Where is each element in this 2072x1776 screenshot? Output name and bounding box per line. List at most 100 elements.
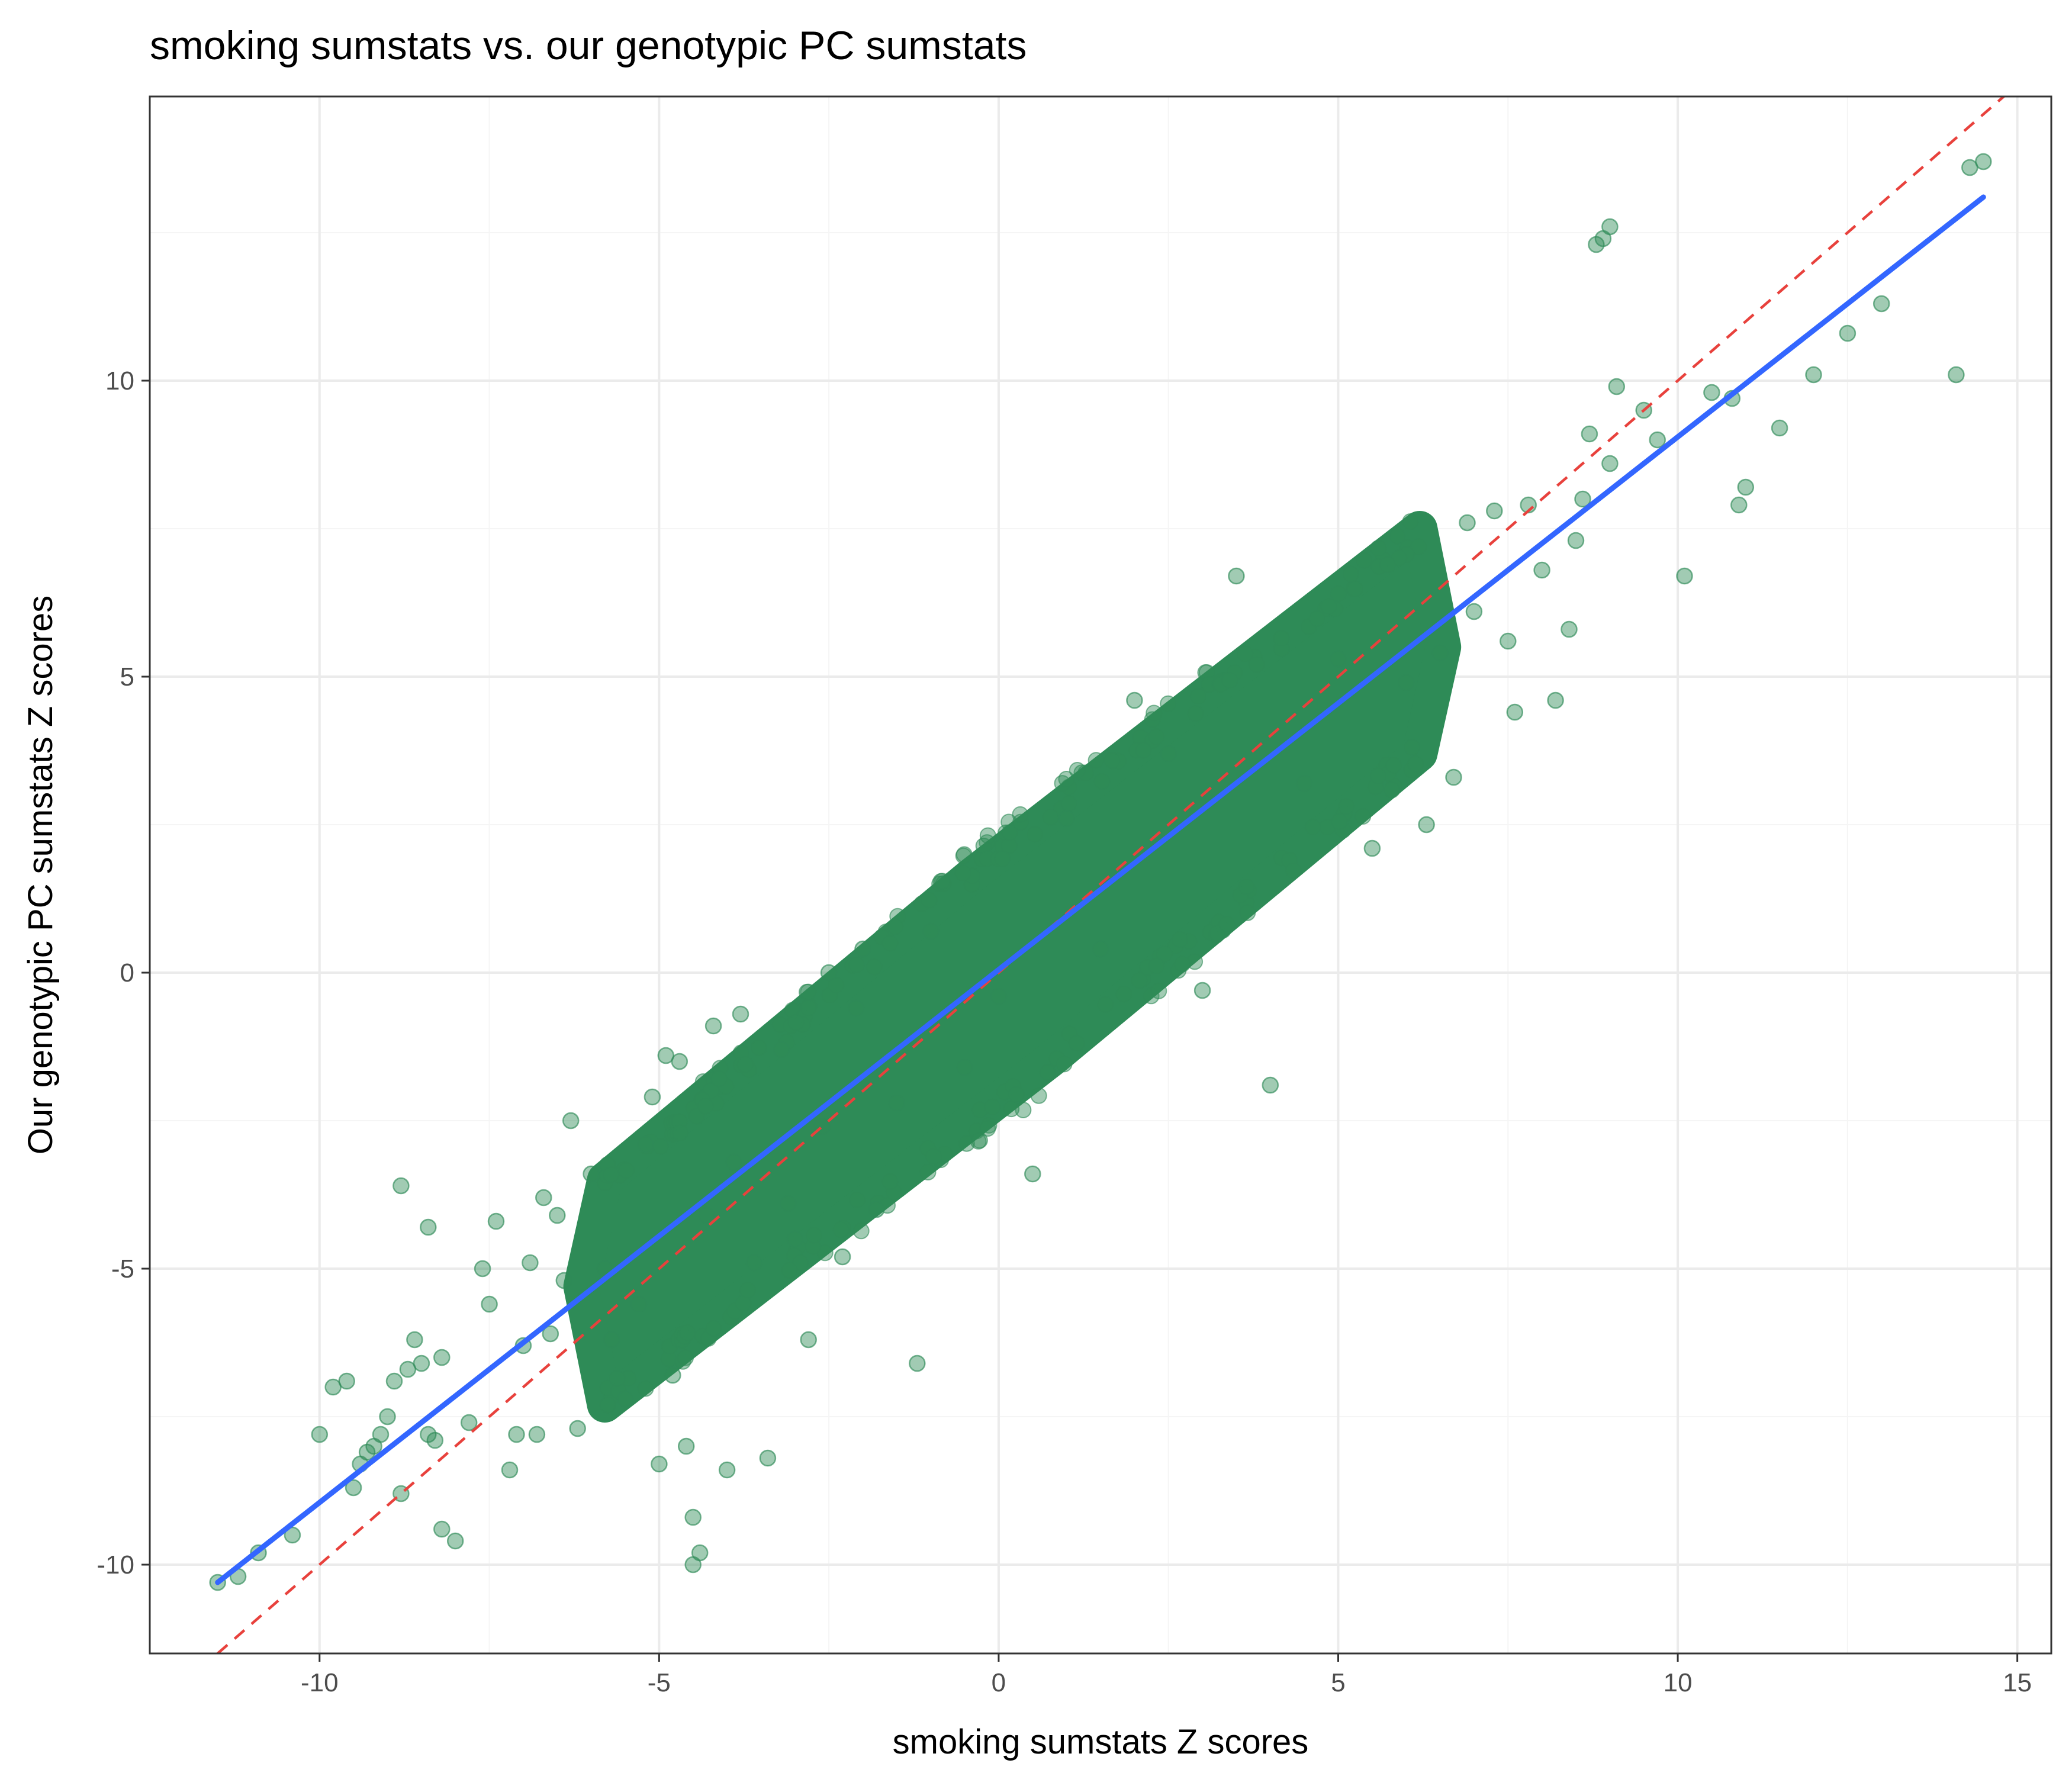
fringe-point — [787, 1014, 805, 1031]
fringe-point — [832, 1221, 850, 1238]
scatter-point — [1561, 620, 1578, 638]
fringe-point — [1187, 705, 1204, 722]
fringe-point — [781, 1262, 798, 1279]
scatter-point — [528, 1426, 546, 1443]
scatter-point — [1567, 532, 1585, 549]
scatter-point — [413, 1354, 430, 1372]
scatter-point — [677, 1437, 695, 1455]
fringe-point — [1027, 826, 1043, 843]
fringe-point — [1370, 540, 1387, 556]
scatter-point — [1676, 567, 1693, 585]
fringe-point — [1093, 773, 1111, 790]
y-tick-label: -5 — [111, 1254, 134, 1283]
scatter-point — [1730, 496, 1748, 514]
fringe-point — [679, 1324, 696, 1341]
scatter-point — [1608, 378, 1626, 395]
fringe-point — [998, 824, 1014, 841]
scatter-point — [338, 1372, 355, 1390]
fringe-point — [603, 1166, 620, 1183]
scatter-point — [691, 1544, 709, 1562]
fringe-point — [652, 1138, 669, 1155]
scatter-point — [433, 1349, 451, 1366]
fringe-point — [736, 1056, 754, 1073]
fringe-point — [1404, 739, 1421, 756]
scatter-point — [671, 1053, 688, 1070]
fringe-point — [1148, 728, 1165, 745]
scatter-point — [909, 1354, 926, 1372]
scatter-point — [1872, 295, 1890, 313]
scatter-point — [1092, 940, 1109, 958]
fringe-point — [1402, 513, 1419, 530]
scatter-point — [718, 1461, 736, 1479]
scatter-point — [1703, 384, 1720, 401]
fringe-point — [1128, 742, 1146, 759]
fringe-point — [697, 1098, 714, 1115]
fringe-point — [1218, 916, 1236, 932]
scatter-point — [1500, 632, 1517, 650]
fringe-point — [1135, 742, 1152, 759]
fringe-point — [873, 929, 890, 945]
fringe-point — [1160, 695, 1177, 712]
fringe-point — [739, 1282, 756, 1299]
fringe-point — [1379, 556, 1396, 573]
fringe-point — [866, 958, 883, 976]
fringe-point — [805, 1227, 822, 1244]
scatter-point — [1533, 561, 1550, 579]
fringe-point — [1030, 1087, 1047, 1104]
y-tick-label: 10 — [105, 366, 134, 395]
fringe-point — [1304, 818, 1321, 835]
fringe-point — [821, 987, 838, 1003]
scatter-point — [1737, 478, 1755, 496]
fringe-point — [971, 1132, 988, 1149]
fringe-point — [1097, 996, 1114, 1013]
scatter-point — [868, 1201, 885, 1218]
fringe-point — [979, 827, 996, 844]
scatter-point — [474, 1260, 491, 1278]
fringe-point — [919, 1164, 937, 1180]
fringe-point — [794, 1016, 811, 1033]
x-tick-label: 10 — [1664, 1668, 1693, 1697]
scatter-point — [630, 1295, 648, 1313]
scatter-point — [1805, 366, 1822, 384]
scatter-point — [542, 1325, 559, 1343]
fringe-point — [1380, 765, 1397, 782]
scatter-point — [1160, 745, 1177, 762]
scatter-point — [1445, 768, 1462, 786]
fringe-point — [599, 1397, 616, 1414]
scatter-point — [372, 1426, 390, 1443]
fringe-point — [1144, 711, 1161, 728]
scatter-point — [1649, 431, 1666, 449]
scatter-point — [1601, 218, 1619, 236]
scatter-point — [1459, 514, 1476, 532]
fringe-point — [887, 918, 904, 935]
scatter-point — [956, 1058, 973, 1076]
fringe-point — [677, 1349, 694, 1366]
scatter-point — [1506, 703, 1524, 721]
fringe-point — [828, 977, 845, 993]
fringe-point — [800, 999, 817, 1016]
major-gridlines — [150, 96, 2051, 1653]
scatter-point — [583, 1165, 600, 1183]
fringe-point — [1389, 527, 1406, 545]
fringe-point — [1343, 565, 1360, 583]
fringe-point — [990, 850, 1007, 867]
scatter-point — [644, 1088, 661, 1106]
fringe-point — [1148, 957, 1165, 974]
fringe-point — [1012, 806, 1029, 823]
fringe-point — [1088, 752, 1105, 769]
fringe-point — [1015, 1102, 1032, 1118]
fringe-point — [1189, 688, 1206, 704]
scatter-point — [562, 1112, 580, 1130]
x-tick-label: 15 — [2003, 1668, 2032, 1697]
scatter-point — [786, 1230, 804, 1248]
fringe-point — [1221, 672, 1238, 689]
fringe-point — [881, 935, 899, 952]
fringe-point — [852, 1222, 870, 1240]
fringe-point — [994, 838, 1011, 855]
scatter-point — [616, 1390, 634, 1408]
scatter-point — [847, 999, 865, 1017]
scatter-point — [1295, 774, 1313, 792]
scatter-point — [1486, 502, 1503, 520]
fringe-point — [885, 1183, 902, 1201]
fringe-point — [1385, 757, 1402, 774]
